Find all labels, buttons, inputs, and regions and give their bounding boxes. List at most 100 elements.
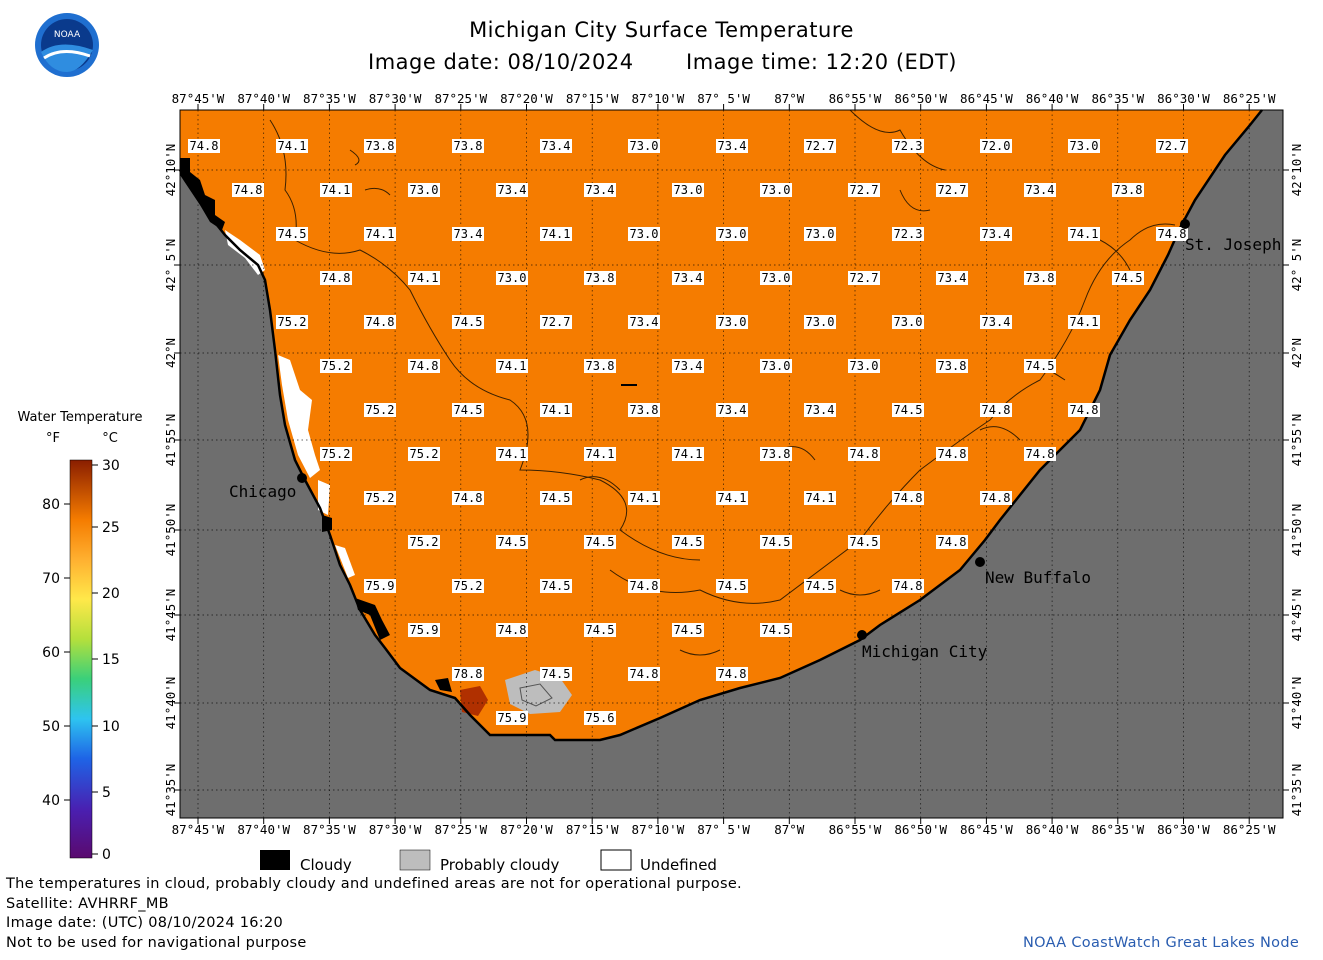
lon-label-top: 87°45'W <box>172 91 225 106</box>
temperature-label: 73.0 <box>496 271 528 285</box>
legend-swatch-probably-cloudy <box>399 849 431 871</box>
svg-text:73.0: 73.0 <box>674 183 703 197</box>
temperature-label: 73.4 <box>584 183 616 197</box>
lon-label-bottom: 87°W <box>774 822 805 837</box>
lon-label-bottom: 86°55'W <box>829 822 882 837</box>
svg-text:74.1: 74.1 <box>542 227 571 241</box>
lon-label-bottom: 87°20'W <box>500 822 553 837</box>
temperature-label: 74.8 <box>848 447 880 461</box>
longitude-labels-bottom: 87°45'W 87°40'W 87°35'W 87°30'W 87°25'W 87°20… <box>172 818 1276 837</box>
svg-text:74.8: 74.8 <box>850 447 879 461</box>
svg-text:74.8: 74.8 <box>894 579 923 593</box>
svg-text:74.8: 74.8 <box>894 491 923 505</box>
city-label: Michigan City <box>862 642 988 661</box>
svg-text:74.5: 74.5 <box>542 491 571 505</box>
svg-text:73.4: 73.4 <box>718 139 747 153</box>
lon-label-top: 87°10'W <box>632 91 685 106</box>
colorbar-unit-c: °C <box>102 431 118 446</box>
svg-text:78.8: 78.8 <box>454 667 483 681</box>
city-label: Chicago <box>229 482 296 501</box>
warm-patch <box>460 686 488 716</box>
svg-text:73.4: 73.4 <box>718 403 747 417</box>
lon-label-top: 86°45'W <box>960 91 1013 106</box>
footer-credit: NOAA CoastWatch Great Lakes Node <box>1023 935 1300 951</box>
lon-label-top: 87°40'W <box>237 91 290 106</box>
svg-text:75.2: 75.2 <box>410 535 439 549</box>
svg-text:72.7: 72.7 <box>850 271 879 285</box>
svg-text:73.0: 73.0 <box>718 227 747 241</box>
svg-text:74.1: 74.1 <box>498 359 527 373</box>
lake-water <box>180 110 1262 740</box>
svg-text:74.5: 74.5 <box>542 667 571 681</box>
lon-label-bottom: 86°45'W <box>960 822 1013 837</box>
temperature-label: 75.9 <box>364 579 396 593</box>
svg-text:72.7: 72.7 <box>1158 139 1187 153</box>
temperature-label: 73.4 <box>980 227 1012 241</box>
lon-label-top: 86°50'W <box>894 91 947 106</box>
legend-label-undefined: Undefined <box>640 856 717 874</box>
lat-label-right: 41°50'N <box>1289 504 1304 557</box>
svg-text:74.8: 74.8 <box>1070 403 1099 417</box>
svg-text:74.1: 74.1 <box>366 227 395 241</box>
temperature-labels: 74.8 74.1 73.8 73.8 73.4 73.0 73.4 72.7 72.3 72.0… <box>188 139 1188 725</box>
svg-text:74.1: 74.1 <box>806 491 835 505</box>
svg-text:73.0: 73.0 <box>498 271 527 285</box>
lat-label-right: 42° 5'N <box>1289 239 1304 292</box>
temperature-label: 73.0 <box>716 315 748 329</box>
temperature-label: 73.0 <box>804 227 836 241</box>
temperature-label: 73.0 <box>1068 139 1100 153</box>
colorbar-tick-c: 25 <box>102 520 120 536</box>
svg-text:74.8: 74.8 <box>1158 227 1187 241</box>
temperature-label: 74.8 <box>188 139 220 153</box>
lat-label-left: 41°45'N <box>163 589 178 642</box>
temperature-label: 73.8 <box>760 447 792 461</box>
temperature-label: 74.8 <box>980 491 1012 505</box>
image-time-label: Image time: 12:20 (EDT) <box>686 50 957 74</box>
temperature-label: 73.4 <box>540 139 572 153</box>
temperature-label: 73.0 <box>672 183 704 197</box>
svg-text:74.1: 74.1 <box>542 403 571 417</box>
svg-text:74.1: 74.1 <box>718 491 747 505</box>
lon-label-bottom: 87°10'W <box>632 822 685 837</box>
lon-label-top: 86°40'W <box>1026 91 1079 106</box>
svg-text:74.5: 74.5 <box>278 227 307 241</box>
temperature-label: 74.1 <box>1068 227 1100 241</box>
colorbar-tick-c: 20 <box>102 586 120 602</box>
lat-label-left: 41°50'N <box>163 504 178 557</box>
temperature-label: 74.1 <box>628 491 660 505</box>
lon-label-top: 87°W <box>774 91 805 106</box>
cloud-patch-north <box>180 158 225 230</box>
svg-text:73.8: 73.8 <box>366 139 395 153</box>
colorbar-tick-c: 5 <box>102 785 111 801</box>
temperature-label: 72.7 <box>936 183 968 197</box>
temperature-label: 74.8 <box>892 491 924 505</box>
temperature-label: 72.7 <box>540 315 572 329</box>
temperature-label: 73.8 <box>452 139 484 153</box>
svg-text:74.5: 74.5 <box>454 403 483 417</box>
temperature-label: 74.8 <box>892 579 924 593</box>
temperature-label: 74.1 <box>496 359 528 373</box>
temperature-label: 75.2 <box>320 447 352 461</box>
svg-text:74.8: 74.8 <box>1026 447 1055 461</box>
temperature-label: 75.2 <box>408 535 440 549</box>
temperature-label: 73.4 <box>716 139 748 153</box>
lon-label-top: 87° 5'W <box>697 91 750 106</box>
svg-text:73.0: 73.0 <box>1070 139 1099 153</box>
legend: Cloudy Probably cloudy Undefined <box>260 849 717 874</box>
svg-text:75.2: 75.2 <box>366 403 395 417</box>
svg-text:73.4: 73.4 <box>630 315 659 329</box>
temperature-label: 72.7 <box>848 271 880 285</box>
colorbar-tick-c: 0 <box>102 847 111 863</box>
lat-label-left: 42° 5'N <box>163 239 178 292</box>
svg-text:73.0: 73.0 <box>410 183 439 197</box>
temperature-label: 72.7 <box>804 139 836 153</box>
lat-label-left: 42°N <box>163 338 178 368</box>
svg-text:74.8: 74.8 <box>982 491 1011 505</box>
svg-text:73.4: 73.4 <box>542 139 571 153</box>
svg-text:72.7: 72.7 <box>938 183 967 197</box>
svg-text:72.3: 72.3 <box>894 227 923 241</box>
svg-text:74.8: 74.8 <box>938 447 967 461</box>
svg-text:74.1: 74.1 <box>586 447 615 461</box>
